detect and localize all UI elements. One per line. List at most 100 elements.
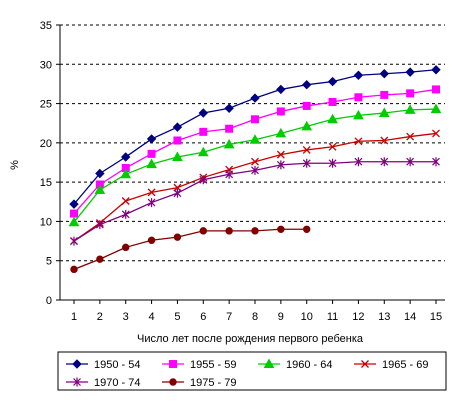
x-tick-label: 12 (352, 311, 364, 323)
data-point (198, 108, 208, 118)
legend-label: 1965 - 69 (382, 359, 428, 371)
data-point (173, 233, 182, 241)
data-point (353, 109, 364, 120)
data-point (68, 216, 80, 227)
x-tick-label: 7 (226, 311, 232, 323)
data-point (250, 93, 260, 103)
legend-item: 1955 - 59 (162, 359, 236, 371)
data-point (432, 129, 440, 138)
legend-item: 1965 - 69 (354, 359, 428, 371)
data-point (199, 227, 207, 235)
series-line (73, 88, 437, 215)
legend-item: 1950 - 54 (66, 359, 140, 371)
data-point (277, 225, 285, 233)
series-circle (70, 225, 311, 274)
data-point (94, 184, 106, 194)
y-tick-label: 0 (46, 295, 52, 307)
data-point (169, 378, 177, 386)
data-point (431, 65, 441, 75)
x-tick-label: 2 (97, 311, 103, 323)
x-tick-label: 14 (404, 311, 416, 323)
data-point (251, 157, 259, 166)
data-point (172, 122, 183, 132)
data-point (380, 90, 389, 99)
data-point (276, 150, 285, 159)
x-tick-label: 5 (174, 311, 180, 323)
y-tick-label: 25 (40, 99, 52, 111)
data-point (121, 209, 130, 219)
data-point (69, 199, 79, 209)
data-point (70, 265, 78, 274)
data-point (353, 70, 364, 80)
data-point (380, 157, 389, 167)
data-point (121, 152, 131, 162)
data-point (327, 113, 338, 124)
data-point (70, 209, 78, 218)
data-point (147, 188, 156, 197)
x-tick-label: 13 (378, 311, 390, 323)
y-tick-labels: 0 5 10 15 20 25 30 35 (40, 20, 60, 307)
data-point (302, 80, 312, 90)
data-point (327, 76, 338, 87)
x-tick-label: 1 (71, 311, 77, 323)
x-tick-label: 10 (301, 311, 313, 323)
x-tick-label: 15 (430, 311, 442, 323)
series-line (73, 228, 307, 270)
y-tick-label: 5 (46, 256, 52, 268)
data-point (70, 236, 78, 246)
legend: 1950 - 54 1955 - 59 1960 - 64 1965 - 69 1970… (57, 351, 447, 391)
data-point (73, 377, 81, 387)
x-tick-labels: 1 2 3 4 5 6 7 8 9 10 11 12 13 14 15 (71, 300, 442, 323)
data-point (361, 360, 369, 368)
data-point (302, 101, 311, 110)
legend-box (57, 351, 447, 391)
y-tick-label: 20 (40, 138, 52, 150)
data-point (354, 137, 363, 146)
data-point (406, 89, 415, 98)
data-point (251, 115, 259, 124)
legend-label: 1960 - 64 (286, 359, 332, 371)
series-line (73, 132, 437, 242)
data-point (276, 84, 286, 95)
data-point (328, 98, 337, 106)
x-tick-label: 8 (252, 311, 258, 323)
data-point (121, 197, 130, 205)
x-tick-label: 6 (200, 311, 206, 323)
series-star (70, 157, 440, 246)
data-point (224, 103, 234, 113)
series-diamond (69, 65, 441, 209)
data-point (276, 107, 285, 116)
data-point (146, 134, 157, 144)
data-point (275, 127, 287, 138)
y-tick-label: 35 (40, 20, 52, 32)
data-point (95, 220, 104, 230)
data-point (406, 157, 415, 167)
data-point (406, 132, 415, 141)
legend-label: 1955 - 59 (190, 359, 236, 371)
data-point (328, 158, 337, 168)
data-point (147, 149, 156, 158)
data-point (430, 103, 442, 114)
data-point (251, 165, 259, 175)
data-point (432, 157, 440, 167)
data-point (276, 160, 285, 170)
data-point (249, 134, 261, 144)
y-tick-label: 30 (40, 59, 52, 71)
data-point (302, 145, 311, 154)
x-tick-label: 9 (278, 311, 284, 323)
legend-label: 1950 - 54 (94, 359, 140, 371)
x-tick-label: 3 (123, 311, 129, 323)
legend-label: 1970 - 74 (94, 377, 140, 389)
legend-item: 1970 - 74 (66, 377, 140, 389)
data-point (169, 360, 177, 368)
data-point (96, 255, 104, 263)
x-tick-label: 11 (327, 311, 338, 323)
data-point (380, 136, 389, 145)
data-point (147, 236, 156, 244)
data-point (404, 104, 416, 114)
data-point (197, 146, 209, 157)
data-point (303, 225, 311, 233)
y-axis-label: % (9, 160, 21, 170)
data-point (405, 67, 415, 77)
data-point (95, 168, 105, 179)
